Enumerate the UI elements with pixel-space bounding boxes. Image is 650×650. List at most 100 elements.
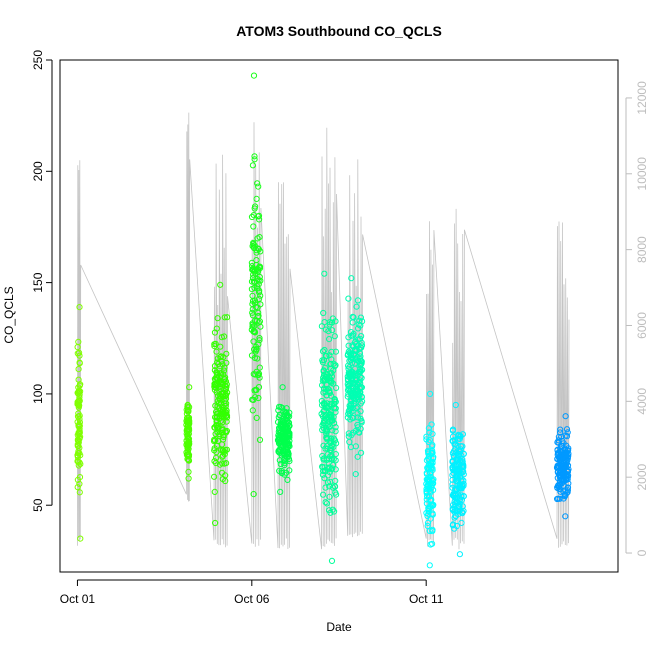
data-point [326, 389, 333, 397]
data-point [456, 497, 463, 504]
data-point [215, 378, 222, 385]
data-point [249, 243, 256, 250]
data-point [323, 352, 330, 360]
data-point [326, 483, 333, 490]
data-point [74, 484, 81, 491]
data-point [218, 353, 225, 360]
data-point [353, 303, 360, 310]
data-point [220, 432, 227, 439]
data-point [275, 437, 282, 444]
chart-title: ATOM3 Southbound CO_QCLS [236, 23, 442, 39]
data-point [217, 343, 224, 350]
data-point [450, 433, 457, 440]
data-point [250, 338, 257, 345]
data-point [185, 456, 192, 463]
data-point [251, 317, 259, 324]
data-point [277, 403, 284, 411]
data-point [214, 403, 221, 410]
data-point [249, 407, 256, 414]
data-point [358, 339, 365, 346]
data-point [450, 458, 457, 465]
data-point [554, 484, 561, 491]
data-point [330, 455, 337, 462]
data-point [332, 477, 339, 484]
data-point [319, 471, 326, 478]
data-point [76, 352, 83, 359]
data-point [223, 407, 230, 414]
data-point [356, 429, 363, 436]
x-axis-label: Date [326, 620, 352, 634]
data-point [429, 441, 436, 448]
x-axis: Oct 01 Oct 06 Oct 11 [60, 579, 444, 606]
data-point [330, 360, 337, 367]
data-point [358, 449, 365, 456]
data-point [333, 491, 340, 498]
data-point [75, 366, 82, 373]
data-point [346, 371, 353, 378]
data-point [354, 297, 361, 304]
data-point [77, 535, 84, 542]
series-flight-10 [553, 413, 572, 520]
data-point [328, 466, 335, 473]
data-point [76, 459, 83, 466]
data-point [347, 444, 355, 451]
y-tick-label: 150 [31, 272, 45, 292]
data-point [331, 396, 338, 403]
data-point [249, 292, 256, 299]
data-point [256, 216, 263, 223]
data-point [347, 404, 354, 411]
data-point [430, 454, 437, 461]
data-point [357, 362, 364, 369]
series-flight-1 [74, 304, 84, 542]
data-point [321, 407, 328, 414]
data-point [563, 426, 571, 433]
data-point [211, 341, 218, 348]
y-tick-label: 250 [31, 50, 45, 70]
data-point [278, 470, 285, 477]
data-point [560, 482, 567, 489]
data-point [324, 451, 331, 458]
data-point [255, 213, 262, 220]
data-point [282, 448, 289, 455]
data-point [319, 359, 326, 366]
data-point [457, 432, 464, 439]
data-point [223, 418, 230, 425]
data-point [350, 330, 357, 337]
data-point [223, 446, 230, 453]
data-point [250, 266, 257, 273]
data-point [557, 429, 564, 436]
data-point [562, 450, 569, 457]
data-point [253, 249, 260, 256]
series-flight-4 [248, 72, 264, 498]
data-point [452, 486, 459, 493]
data-point [426, 562, 433, 569]
data-point [249, 309, 256, 316]
data-point [219, 361, 226, 368]
y-axis-label: CO_QCLS [2, 286, 16, 343]
data-point [251, 153, 258, 160]
data-point [356, 317, 363, 324]
data-point [74, 344, 81, 351]
data-point [214, 424, 221, 432]
data-point [76, 349, 83, 356]
data-point [563, 489, 570, 497]
data-point [554, 463, 561, 470]
data-point [183, 417, 190, 425]
data-point [557, 426, 564, 433]
data-point [280, 434, 287, 441]
y-tick-label: 50 [31, 498, 45, 512]
data-point [345, 295, 352, 302]
data-point [320, 491, 327, 498]
data-point [456, 457, 464, 464]
data-point [214, 375, 221, 382]
data-point [350, 429, 357, 436]
data-point [253, 257, 260, 264]
data-point [564, 429, 571, 436]
data-point [320, 309, 327, 317]
data-point [278, 417, 285, 425]
data-point [328, 416, 336, 423]
data-point [224, 389, 231, 396]
data-point [216, 430, 223, 438]
data-point [354, 453, 361, 460]
y2-tick-label: 10000 [635, 157, 649, 191]
